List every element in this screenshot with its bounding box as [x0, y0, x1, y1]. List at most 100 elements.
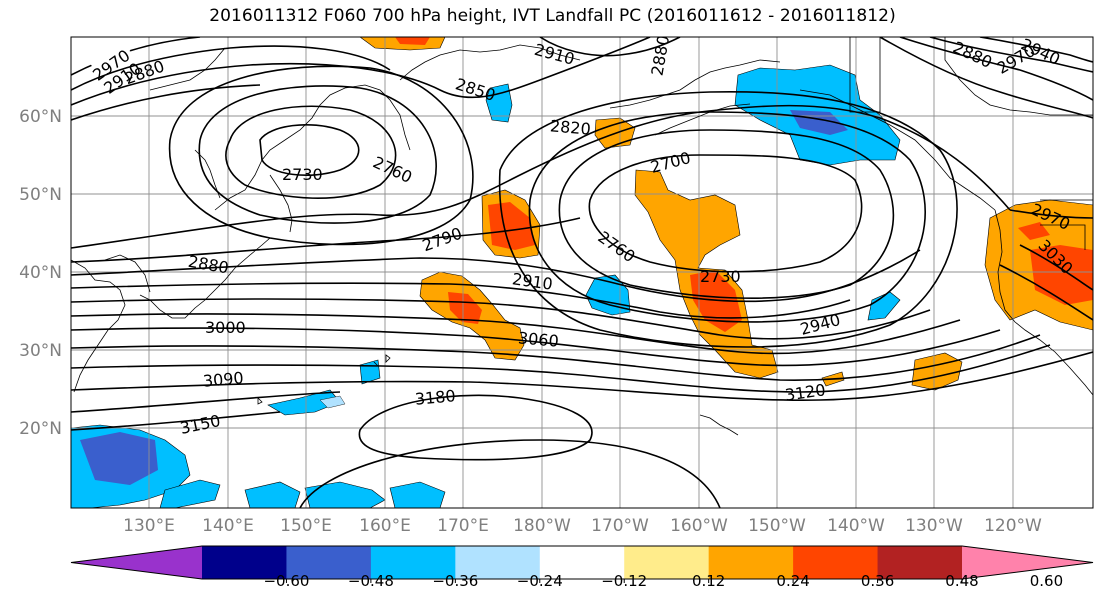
- lon-label: 170°W: [591, 516, 649, 536]
- contour-line: [71, 411, 281, 431]
- contour-line: [71, 334, 1041, 381]
- map-background: [71, 37, 1093, 508]
- colorbar-segment: [793, 546, 879, 579]
- colorbar-tick-label: −0.24: [517, 572, 563, 590]
- colorbar-segment: [286, 546, 372, 579]
- contour-line: [899, 37, 1093, 101]
- ivt-negative-region: [389, 481, 446, 508]
- lon-label: 130°E: [123, 516, 175, 536]
- coastline-alaska: [609, 59, 781, 109]
- coastline-northamerica: [994, 209, 1093, 396]
- contour-line: [1019, 244, 1093, 291]
- colorbar-outline: [70, 545, 1094, 580]
- contour-line: [71, 249, 921, 303]
- contour-label: 2730: [282, 165, 323, 184]
- ivt-negative-region: [485, 83, 513, 123]
- contour-line: [299, 439, 721, 508]
- lon-label: 150°W: [748, 516, 806, 536]
- contour-line: [71, 104, 1011, 249]
- contour-line: [999, 264, 1093, 321]
- contour-line: [588, 154, 863, 273]
- contour-line: [358, 394, 593, 461]
- coastline-asia: [194, 149, 221, 199]
- lon-label: 160°W: [670, 516, 728, 536]
- contour-line: [168, 65, 474, 246]
- contour-line: [225, 105, 397, 199]
- ivt-negative-region: [319, 395, 346, 409]
- colorbar-tick-label: 0.12: [692, 572, 725, 590]
- contour-label: 2730: [700, 267, 741, 286]
- colorbar-segment: [539, 546, 625, 579]
- ivt-negative-region: [244, 481, 301, 508]
- contour-line: [979, 37, 1093, 63]
- contour-line: [198, 85, 437, 224]
- colorbar-tick-label: −0.48: [348, 572, 394, 590]
- colorbar-tick-label: −0.36: [432, 572, 478, 590]
- contour-line: [929, 37, 1093, 73]
- coastline-asia: [214, 84, 411, 211]
- coastline-northamerica: [1040, 224, 1086, 250]
- contour-line: [71, 45, 391, 91]
- title-bar: 2016011312 F060 700 hPa height, IVT Land…: [0, 0, 1105, 30]
- colorbar-segment: [202, 546, 287, 579]
- contour-line: [71, 37, 651, 106]
- contour-line: [558, 129, 895, 299]
- contour-line: [71, 391, 341, 413]
- contour-line: [71, 282, 851, 319]
- contour-labels: 2970 2910 2880 2910 2850 2880 2820 2700 …: [89, 37, 1077, 438]
- map-frame: [70, 36, 1094, 509]
- colorbar-ticks: −0.60 −0.48 −0.36 −0.24 −0.12 0.12 0.24 …: [263, 572, 1063, 590]
- coastline-asia: [71, 259, 126, 393]
- contour-line: [1009, 209, 1093, 219]
- coastline-northamerica: [944, 37, 1093, 116]
- lat-label: 50°N: [19, 185, 62, 205]
- lon-label: 140°E: [202, 516, 254, 536]
- ivt-shading: [71, 37, 1093, 508]
- colorbar-segment: [624, 546, 710, 579]
- colorbar-tick-label: 0.24: [776, 572, 809, 590]
- contour-line: [71, 84, 261, 121]
- colorbar-tick-label: 0.36: [861, 572, 894, 590]
- colorbar: [70, 545, 1094, 583]
- gridlines: [71, 37, 1093, 508]
- latitude-labels: 60°N 50°N 40°N 30°N 20°N: [19, 107, 62, 439]
- ivt-negative-region: [80, 432, 158, 485]
- lon-label: 150°E: [280, 516, 332, 536]
- height-contours: [71, 37, 1093, 508]
- ivt-positive-region: [395, 37, 430, 45]
- colorbar-tick-label: −0.12: [601, 572, 647, 590]
- contour-label: 3000: [205, 318, 246, 337]
- coastline-alaska: [849, 37, 881, 113]
- contour-label: 3060: [517, 328, 559, 350]
- contour-line: [539, 37, 681, 57]
- lon-label: 180°W: [513, 516, 571, 536]
- contour-line: [879, 37, 1093, 119]
- lon-label: 160°E: [359, 516, 411, 536]
- plot-title: 2016011312 F060 700 hPa height, IVT Land…: [209, 6, 896, 26]
- lat-label: 40°N: [19, 263, 62, 283]
- contour-label: 3180: [414, 386, 456, 408]
- contour-line: [71, 327, 1001, 367]
- colorbar-segment: [455, 546, 541, 579]
- lon-label: 140°W: [827, 516, 885, 536]
- contour-line: [259, 124, 360, 176]
- lat-label: 30°N: [19, 341, 62, 361]
- coastlines: [71, 37, 1093, 436]
- lon-label: 120°W: [984, 516, 1042, 536]
- colorbar-extend-low: [71, 546, 202, 579]
- coastline-hawaii: [699, 414, 739, 436]
- contour-line: [71, 313, 961, 355]
- ivt-positive-region: [448, 292, 482, 324]
- lon-label: 170°E: [437, 516, 489, 536]
- coastline-asia: [269, 174, 293, 233]
- contour-line: [528, 111, 926, 323]
- ivt-positive-region: [1018, 222, 1050, 240]
- colorbar-segment: [708, 546, 794, 579]
- colorbar-segment: [877, 546, 963, 579]
- contour-label: 3090: [202, 368, 244, 390]
- colorbar-tick-label: −0.60: [263, 572, 309, 590]
- colorbar-tick-label: 0.48: [945, 572, 978, 590]
- colorbar-tick-label: 0.60: [1030, 572, 1063, 590]
- contour-line: [71, 217, 581, 263]
- ivt-positive-region: [488, 202, 535, 250]
